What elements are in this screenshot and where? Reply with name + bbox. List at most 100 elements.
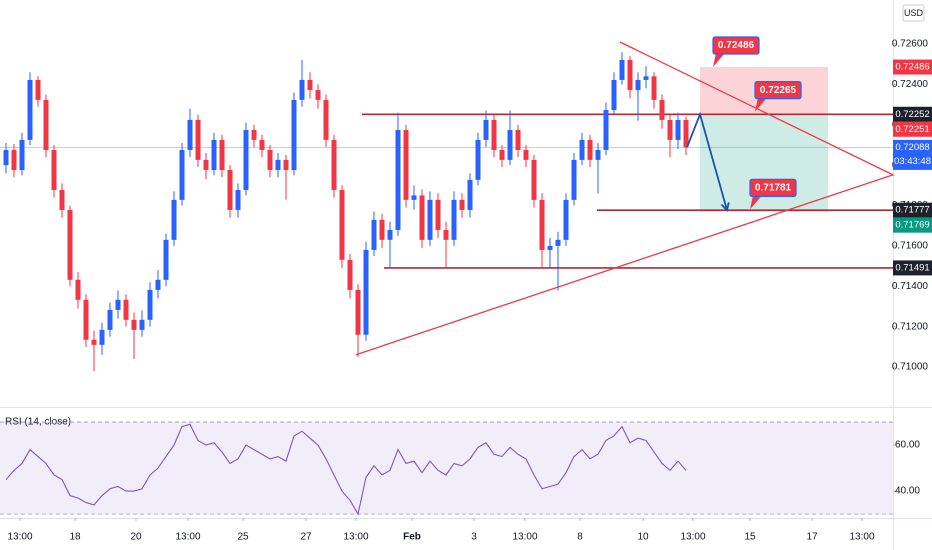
x-tick-label: 8 (577, 532, 583, 543)
candle-body (595, 150, 601, 160)
candle-body (635, 79, 641, 91)
y-tick-label: 0.72400 (892, 79, 929, 90)
callout-box (754, 81, 802, 100)
candle-body (99, 329, 105, 345)
candle-body (587, 139, 593, 160)
x-tick-label: 20 (130, 532, 142, 543)
x-tick-label: 13:00 (512, 532, 537, 543)
candle-body (475, 139, 481, 180)
candle-body (539, 199, 545, 250)
candle-body (75, 279, 81, 300)
candle-body (179, 150, 185, 200)
candle-body (203, 159, 209, 170)
y-tick-label: 0.72600 (892, 39, 929, 50)
x-tick-label: Feb (403, 532, 421, 543)
candle-body (675, 119, 681, 140)
projection-path (686, 111, 728, 211)
candle-body (683, 119, 689, 148)
candle-body (307, 79, 313, 91)
price-label-box (893, 59, 932, 75)
candle-body (507, 130, 513, 160)
triangle (355, 41, 895, 356)
x-tick-label: 13:00 (849, 532, 874, 543)
candle-body (427, 199, 433, 240)
candle-body (419, 195, 425, 240)
price-label: 0.71777 (895, 205, 929, 216)
candle-body (35, 79, 41, 100)
candle-body (555, 239, 561, 246)
price-label: 0.72251 (895, 124, 929, 135)
candle-body (467, 179, 473, 210)
projection-arrowhead (720, 202, 730, 212)
candle-body (251, 130, 257, 140)
candle-body (51, 150, 57, 190)
x-tick-label: 27 (300, 532, 312, 543)
price-label: 0.72486 (895, 62, 929, 73)
rsi-line (5, 423, 687, 516)
candle-body (411, 195, 417, 200)
candle-body (315, 90, 321, 100)
candle-body (643, 76, 649, 80)
callout-pointer (713, 53, 725, 68)
candle-body (267, 150, 273, 170)
candle-body (187, 119, 193, 151)
candle-body (347, 259, 353, 290)
callout-label: 0.72486 (718, 40, 755, 51)
candle-body (667, 119, 673, 140)
candle-body (323, 99, 329, 140)
candle-body (547, 245, 553, 250)
candle-body (59, 189, 65, 210)
candle-body (147, 289, 153, 320)
candle-body (155, 279, 161, 290)
candle-body (619, 59, 625, 80)
callout-box (712, 36, 760, 55)
y-tick-label: 0.71000 (892, 362, 929, 373)
callout-pointer (755, 97, 767, 112)
price-label: 0.71769 (895, 220, 929, 231)
candle-body (363, 249, 369, 335)
candle-body (659, 99, 665, 120)
x-tick-label: 18 (69, 532, 81, 543)
candle-body (523, 150, 529, 160)
price-label: 0.71491 (895, 262, 929, 273)
candle-body (259, 139, 265, 151)
callout-pointer (750, 195, 762, 210)
candle-body (603, 110, 609, 151)
candle-body (3, 150, 9, 166)
price-label-box (893, 217, 932, 233)
currency: USD (904, 8, 924, 18)
candle-body (275, 159, 281, 170)
candle-body (91, 339, 97, 345)
candle-body (139, 319, 145, 330)
price-label-box (893, 260, 932, 276)
candle-body (131, 319, 137, 330)
candle-body (403, 130, 409, 200)
candle-body (459, 199, 465, 210)
position-reward (700, 114, 828, 212)
candle-body (291, 99, 297, 170)
rsi-y-tick-label: 40.00 (895, 486, 920, 497)
x-tick-label: 15 (744, 532, 756, 543)
countdown: 03:43:48 (894, 156, 931, 167)
callout-label: 0.71781 (755, 183, 792, 194)
candle-body (67, 209, 73, 280)
candle-body (611, 79, 617, 111)
rsi-band (0, 422, 893, 515)
candle-body (371, 219, 377, 250)
x-tick-label: 3 (471, 532, 477, 543)
x-tick-label: 13:00 (175, 532, 200, 543)
price-label: 0.72088 (895, 142, 929, 153)
price-label-box (893, 121, 932, 137)
candle-body (499, 150, 505, 160)
candle-body (579, 139, 585, 160)
candle-body (563, 199, 569, 240)
x-tick-label: 17 (806, 532, 818, 543)
candle-body (571, 159, 577, 200)
callout-box (749, 178, 797, 197)
candle-body (227, 169, 233, 210)
candle-body (379, 219, 385, 240)
candle-body (27, 79, 33, 140)
candle-body (483, 119, 489, 140)
candle-body (299, 79, 305, 100)
